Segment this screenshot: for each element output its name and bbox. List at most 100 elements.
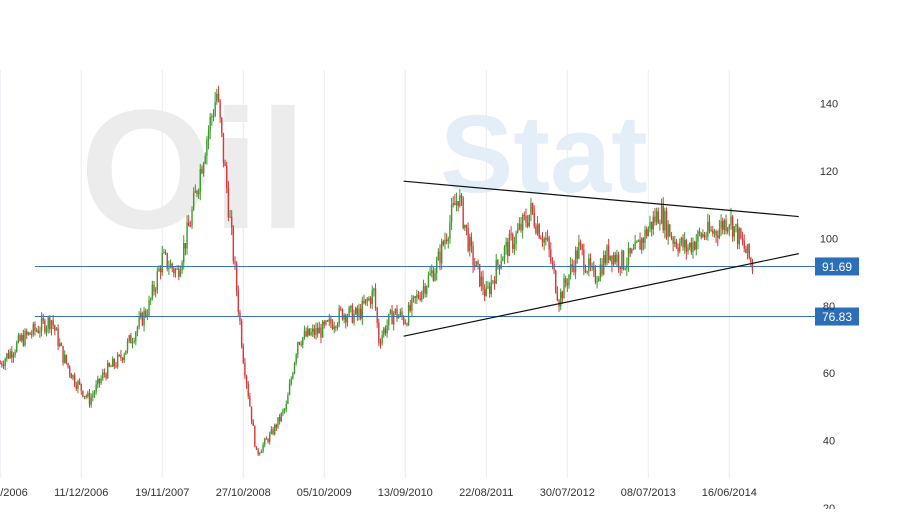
candle	[44, 318, 46, 335]
candle	[741, 231, 744, 246]
candle	[340, 306, 342, 312]
candle	[323, 320, 325, 329]
candle	[601, 258, 603, 277]
candle	[40, 312, 43, 337]
candle	[49, 315, 51, 333]
candle	[680, 236, 683, 247]
candle	[350, 305, 352, 313]
candle	[569, 257, 572, 280]
candle	[421, 290, 423, 303]
candle	[531, 202, 534, 216]
candle	[207, 125, 210, 150]
candle	[641, 237, 643, 254]
x-tick-label: 16/06/2014	[702, 487, 757, 499]
candle	[168, 260, 170, 275]
candle	[37, 325, 39, 334]
candle	[743, 234, 745, 253]
trendlines	[403, 180, 799, 337]
candle	[249, 392, 251, 407]
candle	[98, 378, 101, 388]
candle	[224, 159, 226, 167]
candle	[361, 296, 364, 325]
candle	[528, 214, 530, 228]
candle	[683, 232, 686, 254]
candle	[740, 227, 742, 240]
candle	[82, 390, 84, 398]
candle	[426, 285, 428, 298]
candle	[126, 338, 129, 354]
candle	[637, 239, 640, 242]
candle	[209, 113, 211, 140]
candle	[12, 352, 15, 363]
candle	[176, 265, 178, 270]
candle	[83, 395, 86, 400]
candle	[154, 287, 157, 298]
candle	[353, 309, 355, 326]
candle	[593, 261, 595, 277]
candle	[288, 379, 291, 396]
candle	[163, 248, 165, 254]
candle	[166, 252, 168, 272]
candle	[183, 235, 185, 270]
candle	[462, 196, 464, 230]
x-tick-label: 22/08/2011	[459, 487, 513, 499]
candle	[73, 372, 76, 388]
candle	[202, 161, 205, 177]
candle	[407, 301, 410, 327]
candle	[632, 244, 635, 251]
candle	[416, 289, 418, 305]
candle	[269, 431, 271, 445]
candle	[260, 449, 263, 454]
candle	[318, 321, 321, 334]
candle	[622, 250, 625, 271]
candle	[564, 275, 567, 288]
candle	[219, 99, 221, 123]
x-tick-label: 02/01/2006	[0, 487, 28, 499]
candle	[478, 263, 481, 288]
candle	[70, 372, 73, 379]
candle	[312, 324, 314, 338]
candle	[725, 214, 727, 235]
candle	[34, 321, 36, 336]
candle	[750, 256, 752, 268]
candle	[17, 332, 20, 344]
candle	[472, 241, 474, 273]
candle	[201, 165, 203, 175]
candle	[424, 283, 426, 298]
candle	[409, 300, 411, 313]
candle	[64, 350, 66, 364]
level-box-0	[815, 257, 859, 276]
candle	[422, 279, 425, 299]
candle	[598, 275, 600, 282]
candle	[548, 235, 550, 258]
y-tick-label: 120	[820, 166, 838, 178]
candle	[715, 229, 717, 243]
candle	[264, 437, 266, 448]
candle	[561, 290, 564, 304]
candle	[654, 208, 656, 226]
candle	[21, 333, 23, 343]
candle	[483, 284, 486, 302]
candle	[619, 266, 621, 276]
candle	[379, 338, 382, 349]
candle	[442, 239, 445, 247]
candle	[672, 235, 674, 252]
candle	[255, 446, 258, 450]
candle	[470, 232, 473, 253]
x-tick-label: 27/10/2008	[216, 487, 271, 499]
candle	[735, 223, 737, 233]
x-tick-label: 05/10/2009	[297, 487, 352, 499]
candle	[745, 245, 747, 254]
candle	[576, 246, 578, 264]
candle	[713, 228, 716, 238]
candle	[665, 207, 668, 240]
candle	[553, 260, 555, 275]
candle	[432, 266, 435, 282]
candle	[257, 448, 259, 457]
candle	[515, 230, 517, 251]
candle	[93, 390, 96, 398]
candle	[449, 215, 451, 244]
candle	[11, 346, 13, 363]
candle	[611, 255, 613, 273]
candle	[583, 243, 585, 276]
